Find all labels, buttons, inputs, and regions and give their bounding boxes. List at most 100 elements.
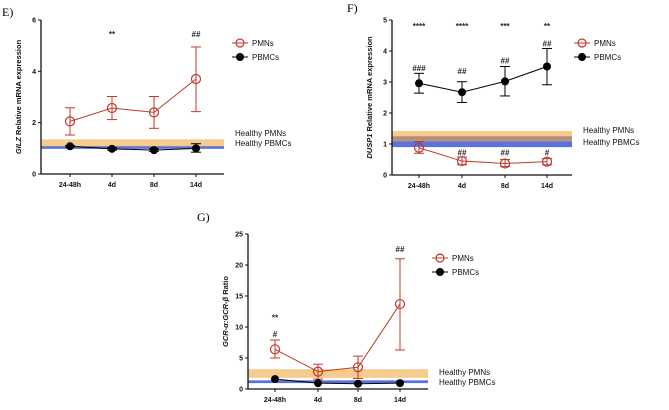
- panel-label: E): [2, 5, 13, 19]
- data-point: [396, 379, 404, 388]
- x-tick-label: 4d: [314, 397, 322, 404]
- data-point: [271, 375, 279, 384]
- y-axis-label: GILZ Relative mRNA expression: [14, 39, 23, 154]
- panel-label: G): [197, 210, 210, 224]
- data-point: [148, 107, 160, 118]
- significance-annotation: **: [544, 22, 551, 31]
- series-line: [274, 378, 401, 385]
- y-tick-label: 3: [383, 80, 387, 87]
- x-tick-label: 24-48h: [408, 183, 430, 190]
- significance-annotation: ****: [413, 22, 426, 31]
- y-tick-label: 20: [235, 263, 243, 270]
- data-point: [190, 73, 202, 85]
- significance-annotation: ##: [501, 56, 510, 65]
- significance-annotation: ##: [458, 67, 467, 76]
- data-point: [456, 155, 468, 167]
- panel-label: F): [347, 1, 358, 15]
- data-point: [150, 146, 158, 155]
- y-tick-label: 5: [383, 18, 387, 25]
- y-tick-label: 2: [32, 120, 36, 127]
- legend-label: PMNs: [252, 39, 274, 48]
- y-axis-label-italic: GILZ: [14, 137, 23, 154]
- significance-annotation: **: [109, 30, 116, 39]
- y-axis-label-italic: GCR-α:GCR-β: [221, 297, 230, 347]
- series-line: [418, 147, 548, 165]
- legend-marker: [577, 38, 587, 48]
- y-tick-label: 2: [383, 111, 387, 118]
- reference-band: [41, 146, 224, 149]
- data-point: [415, 79, 423, 88]
- significance-annotation: ##: [396, 245, 405, 254]
- series-pbmcs: [271, 375, 404, 388]
- x-tick-label: 14d: [394, 397, 406, 404]
- data-point: [543, 62, 551, 71]
- data-point: [66, 142, 74, 151]
- x-tick-label: 24-48h: [59, 182, 81, 189]
- data-point: [64, 116, 76, 127]
- y-axis-label-text: Relative mRNA expression: [365, 36, 374, 134]
- y-tick-label: 4: [32, 69, 36, 76]
- significance-annotation: ##: [501, 149, 510, 158]
- significance-annotation: ##: [543, 39, 552, 48]
- significance-annotation: ##: [192, 30, 201, 39]
- series-pbmcs: [65, 142, 201, 155]
- series-line: [69, 78, 197, 122]
- x-tick-label: 8d: [150, 182, 158, 189]
- band-label: Healthy PMNs: [439, 368, 490, 377]
- y-axis-label-text: Ratio: [221, 276, 230, 297]
- data-point: [352, 362, 364, 373]
- significance-annotation: ****: [456, 22, 469, 31]
- series-line: [418, 66, 548, 93]
- significance-annotation: **: [272, 314, 279, 323]
- x-tick-label: 8d: [354, 397, 362, 404]
- y-axis-label-text: Relative mRNA expression: [14, 39, 23, 137]
- data-point: [541, 156, 553, 167]
- y-tick-label: 5: [239, 356, 243, 363]
- reference-band: [248, 369, 428, 378]
- x-tick-label: 8d: [501, 183, 509, 190]
- series-pmns: [269, 258, 406, 380]
- legend-label: PBMCs: [594, 53, 621, 62]
- series-pmns: [64, 46, 202, 136]
- data-point: [269, 344, 281, 355]
- y-axis-label-italic: DUSP1: [365, 134, 374, 159]
- x-tick-label: 4d: [458, 183, 466, 190]
- data-point: [501, 77, 509, 86]
- legend-label: PBMCs: [252, 53, 279, 62]
- chart-g: G) 0 5 10 15 20 25 24-48h 4d 8d 14d GCR-α:GCR-β Rat…: [197, 210, 495, 404]
- series-pbmcs: [414, 48, 552, 103]
- band-label: Healthy PMNs: [583, 126, 634, 135]
- significance-annotation: ###: [412, 64, 426, 73]
- reference-band: [248, 380, 428, 384]
- significance-annotation: ***: [500, 22, 510, 31]
- data-point: [108, 144, 116, 153]
- legend-marker: [236, 53, 244, 61]
- data-point: [413, 142, 425, 153]
- significance-annotation: ##: [458, 149, 467, 158]
- y-axis-label: GCR-α:GCR-β Ratio: [221, 276, 230, 347]
- data-point: [192, 144, 200, 153]
- y-tick-label: 4: [383, 49, 387, 56]
- y-tick-label: 25: [235, 232, 243, 239]
- legend-marker: [578, 53, 586, 61]
- y-tick-label: 1: [383, 142, 387, 149]
- reference-band: [392, 136, 572, 142]
- data-point: [314, 379, 322, 388]
- data-point: [354, 379, 362, 388]
- series-pmns: [413, 141, 553, 169]
- data-point: [106, 102, 118, 114]
- data-point: [458, 88, 466, 97]
- band-label: Healthy PBMCs: [235, 139, 291, 148]
- reference-band: [392, 141, 572, 148]
- reference-band: [392, 130, 572, 140]
- band-label: Healthy PBMCs: [439, 378, 495, 387]
- legend-marker: [436, 268, 444, 276]
- band-label: Healthy PMNs: [235, 129, 286, 138]
- y-tick-label: 0: [383, 173, 387, 180]
- x-tick-label: 14d: [190, 182, 202, 189]
- y-axis-label: DUSP1 Relative mRNA expression: [365, 36, 374, 159]
- data-point: [312, 366, 324, 377]
- y-tick-label: 0: [32, 172, 36, 179]
- legend-label: PMNs: [452, 254, 474, 263]
